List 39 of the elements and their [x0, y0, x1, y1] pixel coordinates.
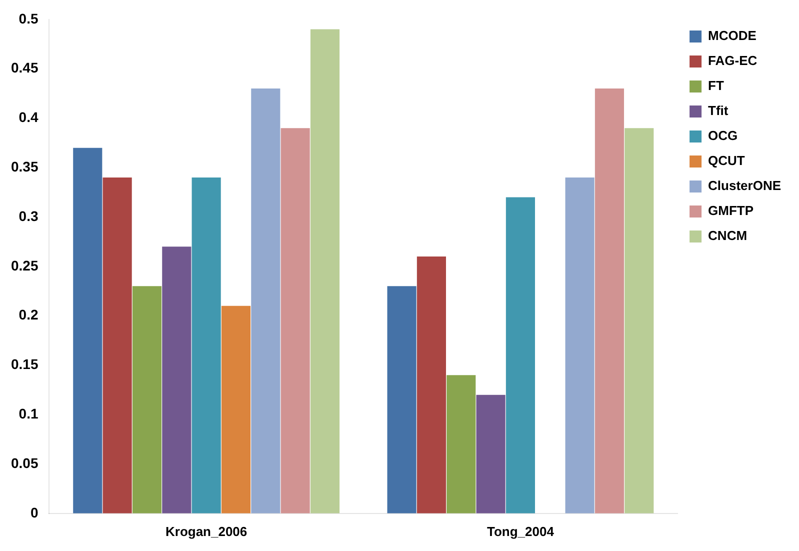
bar [132, 286, 162, 514]
bar [446, 375, 476, 514]
y-tick-label: 0.1 [18, 405, 38, 422]
bar [73, 148, 102, 514]
bar [102, 177, 132, 514]
bar [251, 88, 280, 514]
bar [221, 306, 251, 514]
y-tick-label: 0.2 [18, 306, 38, 323]
bar [310, 29, 340, 514]
legend-label: Tfit [708, 103, 729, 118]
y-tick-label: 0.35 [11, 158, 38, 174]
legend-label: FAG-EC [708, 53, 758, 68]
legend-label: QCUT [708, 153, 745, 168]
bar [162, 246, 192, 514]
y-tick-label: 0.45 [11, 60, 38, 76]
y-tick-label: 0.05 [11, 454, 38, 471]
legend-label: ClusterONE [708, 178, 782, 194]
bar [476, 394, 506, 514]
bar [280, 128, 310, 514]
bar [565, 177, 594, 514]
legend-label: CNCM [708, 228, 748, 244]
y-tick-label: 0.15 [11, 356, 38, 372]
legend-label: MCODE [708, 28, 757, 44]
y-tick-label: 0.25 [11, 257, 38, 274]
y-tick-label: 0.5 [18, 10, 38, 26]
bar [387, 286, 416, 514]
legend-label: FT [708, 78, 724, 94]
bar [416, 256, 446, 514]
y-tick-label: 0.3 [18, 208, 38, 224]
bar [624, 128, 654, 514]
x-tick-label: Krogan_2006 [165, 524, 248, 539]
y-tick-label: 0.4 [18, 109, 38, 126]
legend-label: GMFTP [708, 203, 754, 218]
y-tick-label: 0 [30, 504, 38, 520]
bar [506, 197, 536, 514]
legend-label: OCG [708, 128, 738, 144]
bar [594, 88, 624, 514]
x-tick-label: Tong_2004 [486, 524, 555, 539]
bar [192, 177, 221, 514]
